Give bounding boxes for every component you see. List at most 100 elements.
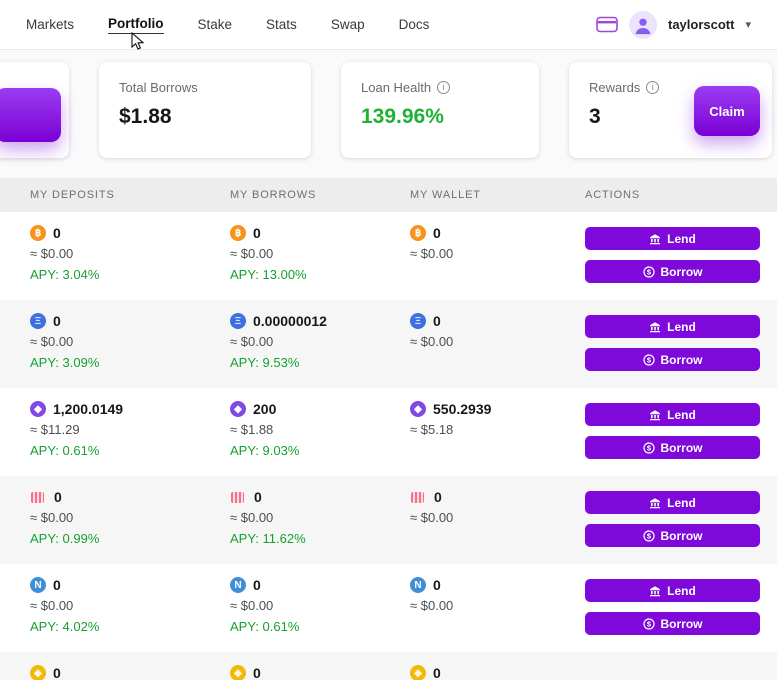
wallet-amount-line: ◆ 0 (410, 664, 585, 680)
deposits-cell: Ξ 0 ≈ $0.00 APY: 3.09% (30, 300, 230, 388)
borrow-button-label: Borrow (660, 440, 703, 455)
wallet-amount: 0 (433, 313, 441, 329)
borrow-button-label: Borrow (660, 616, 703, 631)
borrow-apy: APY: 9.03% (230, 443, 300, 458)
claim-button[interactable]: Claim (694, 86, 760, 136)
actions-cell: Lend $ Borrow (585, 564, 760, 652)
wallet-amount: 550.2939 (433, 401, 492, 417)
wallet-amount: 0 (434, 489, 442, 505)
deposit-usd-value: ≈ $0.00 (30, 334, 74, 349)
borrows-cell: N 0 ≈ $0.00 APY: 0.61% (230, 564, 410, 652)
loan-health-label: Loan Health i (361, 80, 519, 95)
svg-text:$: $ (646, 531, 651, 540)
deposit-usd-value: ≈ $0.00 (30, 246, 74, 261)
info-icon[interactable]: i (437, 81, 451, 94)
borrows-cell: ◆ 0 (230, 652, 410, 680)
blue-n-coin-token-icon: N (230, 577, 246, 593)
borrow-amount: 0 (253, 225, 261, 241)
borrow-icon: $ (642, 353, 655, 366)
total-borrows-value: $1.88 (119, 105, 172, 128)
borrow-button[interactable]: $ Borrow (585, 612, 760, 635)
borrow-amount-line: ◆ 200 (230, 400, 410, 418)
borrow-amount-line: N 0 (230, 576, 410, 594)
actions-cell: Lend $ Borrow (585, 476, 760, 564)
nav-item-portfolio[interactable]: Portfolio (108, 16, 164, 34)
wallet-cell: ◆ 0 (410, 652, 585, 680)
wallet-usd-value: ≈ $5.18 (410, 422, 454, 437)
lend-button-label: Lend (667, 231, 696, 246)
wallet-amount: 0 (433, 665, 441, 680)
borrow-icon: $ (642, 617, 655, 630)
rewards-label-text: Rewards (589, 80, 641, 95)
deposit-amount: 1,200.0149 (53, 401, 124, 417)
wallet-amount-line: ฿ 0 (410, 224, 585, 242)
lend-button-label: Lend (667, 407, 696, 422)
borrow-amount: 0 (254, 489, 262, 505)
lend-button[interactable]: Lend (585, 491, 760, 514)
deposit-amount-line: Ξ 0 (30, 312, 230, 330)
deposit-apy: APY: 3.09% (30, 355, 100, 370)
table-row: Ξ 0 ≈ $0.00 APY: 3.09% Ξ 0.00000012 ≈ $0… (0, 300, 777, 388)
lend-icon (649, 321, 661, 333)
borrow-apy: APY: 11.62% (230, 531, 306, 546)
deposits-cell: ฿ 0 ≈ $0.00 APY: 3.04% (30, 212, 230, 300)
col-my-wallet: MY WALLET (410, 189, 481, 201)
deposits-cell: ◆ 0 (30, 652, 230, 680)
cut-card-button[interactable] (0, 88, 61, 142)
borrows-cell: ฿ 0 ≈ $0.00 APY: 13.00% (230, 212, 410, 300)
rewards-value: 3 (589, 105, 601, 128)
wallet-amount-line: 0 (410, 488, 585, 506)
wallet-cell: N 0 ≈ $0.00 (410, 564, 585, 652)
lend-button[interactable]: Lend (585, 227, 760, 250)
blue-coin-token-icon: Ξ (30, 313, 46, 329)
avatar[interactable] (629, 10, 657, 39)
borrow-usd-value: ≈ $1.88 (230, 422, 274, 437)
nav-item-docs[interactable]: Docs (398, 17, 430, 32)
wallet-amount-line: Ξ 0 (410, 312, 585, 330)
nav-right: taylorscott ▾ (596, 10, 751, 39)
col-actions: ACTIONS (585, 189, 641, 201)
lend-button[interactable]: Lend (585, 579, 760, 602)
wallet-card-icon[interactable] (596, 16, 618, 33)
loan-health-card: Loan Health i 139.96% (341, 62, 539, 158)
borrow-usd-value: ≈ $0.00 (230, 510, 274, 525)
borrow-amount: 0 (253, 577, 261, 593)
wallet-usd-value: ≈ $0.00 (410, 334, 454, 349)
borrow-amount-line: ◆ 0 (230, 664, 410, 680)
borrow-usd-value: ≈ $0.00 (230, 334, 274, 349)
borrow-button-label: Borrow (660, 264, 703, 279)
btc-token-icon: ฿ (230, 225, 246, 241)
borrow-button[interactable]: $ Borrow (585, 260, 760, 283)
borrow-amount: 0 (253, 665, 261, 680)
actions-cell: Lend $ Borrow (585, 388, 760, 476)
nav-item-stats[interactable]: Stats (266, 17, 297, 32)
lend-button[interactable]: Lend (585, 315, 760, 338)
chevron-down-icon[interactable]: ▾ (745, 19, 751, 31)
polygon-token-icon: ◆ (30, 401, 46, 417)
deposit-usd-value: ≈ $11.29 (30, 422, 80, 437)
lend-button[interactable]: Lend (585, 403, 760, 426)
nav-item-swap[interactable]: Swap (330, 17, 365, 32)
col-my-deposits: MY DEPOSITS (30, 189, 115, 201)
gold-coin-token-icon: ◆ (230, 665, 246, 680)
borrow-amount-line: 0 (230, 488, 410, 506)
deposit-usd-value: ≈ $0.00 (30, 598, 74, 613)
blue-n-coin-token-icon: N (410, 577, 426, 593)
rewards-label: Rewards i (589, 80, 752, 95)
borrow-button[interactable]: $ Borrow (585, 524, 760, 547)
wallet-usd-value: ≈ $0.00 (410, 510, 454, 525)
nav-item-stake[interactable]: Stake (197, 17, 233, 32)
borrow-button[interactable]: $ Borrow (585, 436, 760, 459)
loan-health-value: 139.96% (361, 105, 444, 128)
deposit-apy: APY: 0.99% (30, 531, 100, 546)
nav-item-markets[interactable]: Markets (26, 17, 75, 32)
borrow-button[interactable]: $ Borrow (585, 348, 760, 371)
loan-health-label-text: Loan Health (361, 80, 432, 95)
gold-coin-token-icon: ◆ (30, 665, 46, 680)
lend-icon (649, 497, 661, 509)
info-icon[interactable]: i (646, 81, 660, 94)
username[interactable]: taylorscott (668, 17, 735, 32)
deposit-amount: 0 (53, 225, 61, 241)
polygon-token-icon: ◆ (410, 401, 426, 417)
borrow-amount: 200 (253, 401, 277, 417)
